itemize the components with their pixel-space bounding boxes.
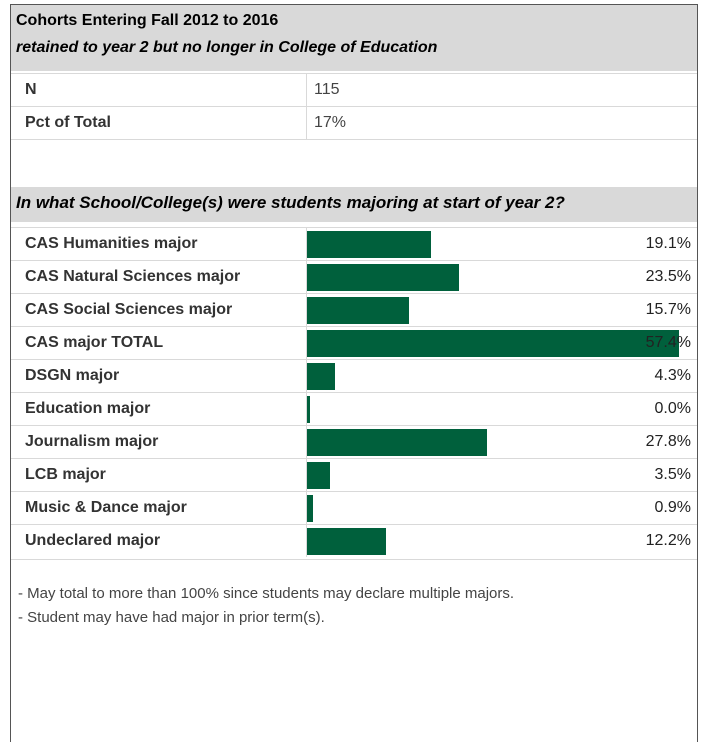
value-label: 23.5% bbox=[645, 268, 691, 285]
report-title: Cohorts Entering Fall 2012 to 2016 bbox=[16, 12, 279, 29]
divider bbox=[11, 139, 697, 140]
footnote: - May total to more than 100% since stud… bbox=[18, 585, 515, 602]
bar-row: Journalism major 27.8% bbox=[11, 425, 697, 458]
bar bbox=[307, 495, 313, 522]
category-label: LCB major bbox=[25, 466, 106, 483]
report-frame bbox=[10, 4, 698, 742]
value-label: 0.0% bbox=[654, 400, 691, 417]
category-label: CAS Natural Sciences major bbox=[25, 268, 241, 285]
bar-row: CAS major TOTAL 57.4% bbox=[11, 326, 697, 359]
category-label: CAS Social Sciences major bbox=[25, 301, 233, 318]
stat-label: Pct of Total bbox=[25, 114, 111, 131]
bar bbox=[307, 396, 310, 423]
bar-row: CAS Natural Sciences major 23.5% bbox=[11, 260, 697, 293]
bar bbox=[307, 231, 431, 258]
bar bbox=[307, 363, 335, 390]
category-label: Undeclared major bbox=[25, 532, 161, 549]
value-label: 4.3% bbox=[654, 367, 691, 384]
stat-value: 17% bbox=[314, 114, 347, 131]
value-label: 19.1% bbox=[645, 235, 691, 252]
report-subtitle: retained to year 2 but no longer in Coll… bbox=[16, 39, 438, 56]
bar bbox=[307, 528, 387, 555]
value-label: 57.4% bbox=[645, 334, 691, 351]
stat-row-pct: Pct of Total 17% bbox=[11, 106, 697, 139]
category-label: DSGN major bbox=[25, 367, 120, 384]
bar-row: DSGN major 4.3% bbox=[11, 359, 697, 392]
bar-row: CAS Social Sciences major 15.7% bbox=[11, 293, 697, 326]
value-label: 27.8% bbox=[645, 433, 691, 450]
bar-row: CAS Humanities major 19.1% bbox=[11, 227, 697, 260]
bar-row: LCB major 3.5% bbox=[11, 458, 697, 491]
stat-row-n: N 115 bbox=[11, 73, 697, 106]
bar bbox=[307, 264, 460, 291]
stat-label: N bbox=[25, 81, 37, 98]
category-label: Journalism major bbox=[25, 433, 159, 450]
bar-row: Education major 0.0% bbox=[11, 392, 697, 425]
value-label: 15.7% bbox=[645, 301, 691, 318]
bar bbox=[307, 330, 679, 357]
bar-row: Music & Dance major 0.9% bbox=[11, 491, 697, 524]
value-label: 0.9% bbox=[654, 499, 691, 516]
bar bbox=[307, 462, 330, 489]
cohort-header: Cohorts Entering Fall 2012 to 2016 retai… bbox=[11, 5, 697, 71]
section-header: In what School/College(s) were students … bbox=[11, 187, 697, 222]
category-label: Education major bbox=[25, 400, 151, 417]
divider bbox=[11, 559, 697, 560]
section-title: In what School/College(s) were students … bbox=[16, 193, 565, 212]
value-label: 3.5% bbox=[654, 466, 691, 483]
category-label: CAS Humanities major bbox=[25, 235, 198, 252]
category-label: Music & Dance major bbox=[25, 499, 187, 516]
footnotes: - May total to more than 100% since stud… bbox=[18, 582, 514, 630]
footnote: - Student may have had major in prior te… bbox=[18, 609, 325, 626]
bar bbox=[307, 297, 409, 324]
category-label: CAS major TOTAL bbox=[25, 334, 164, 351]
stat-value: 115 bbox=[314, 81, 340, 98]
bar bbox=[307, 429, 488, 456]
value-label: 12.2% bbox=[645, 532, 691, 549]
bar-row: Undeclared major 12.2% bbox=[11, 524, 697, 557]
